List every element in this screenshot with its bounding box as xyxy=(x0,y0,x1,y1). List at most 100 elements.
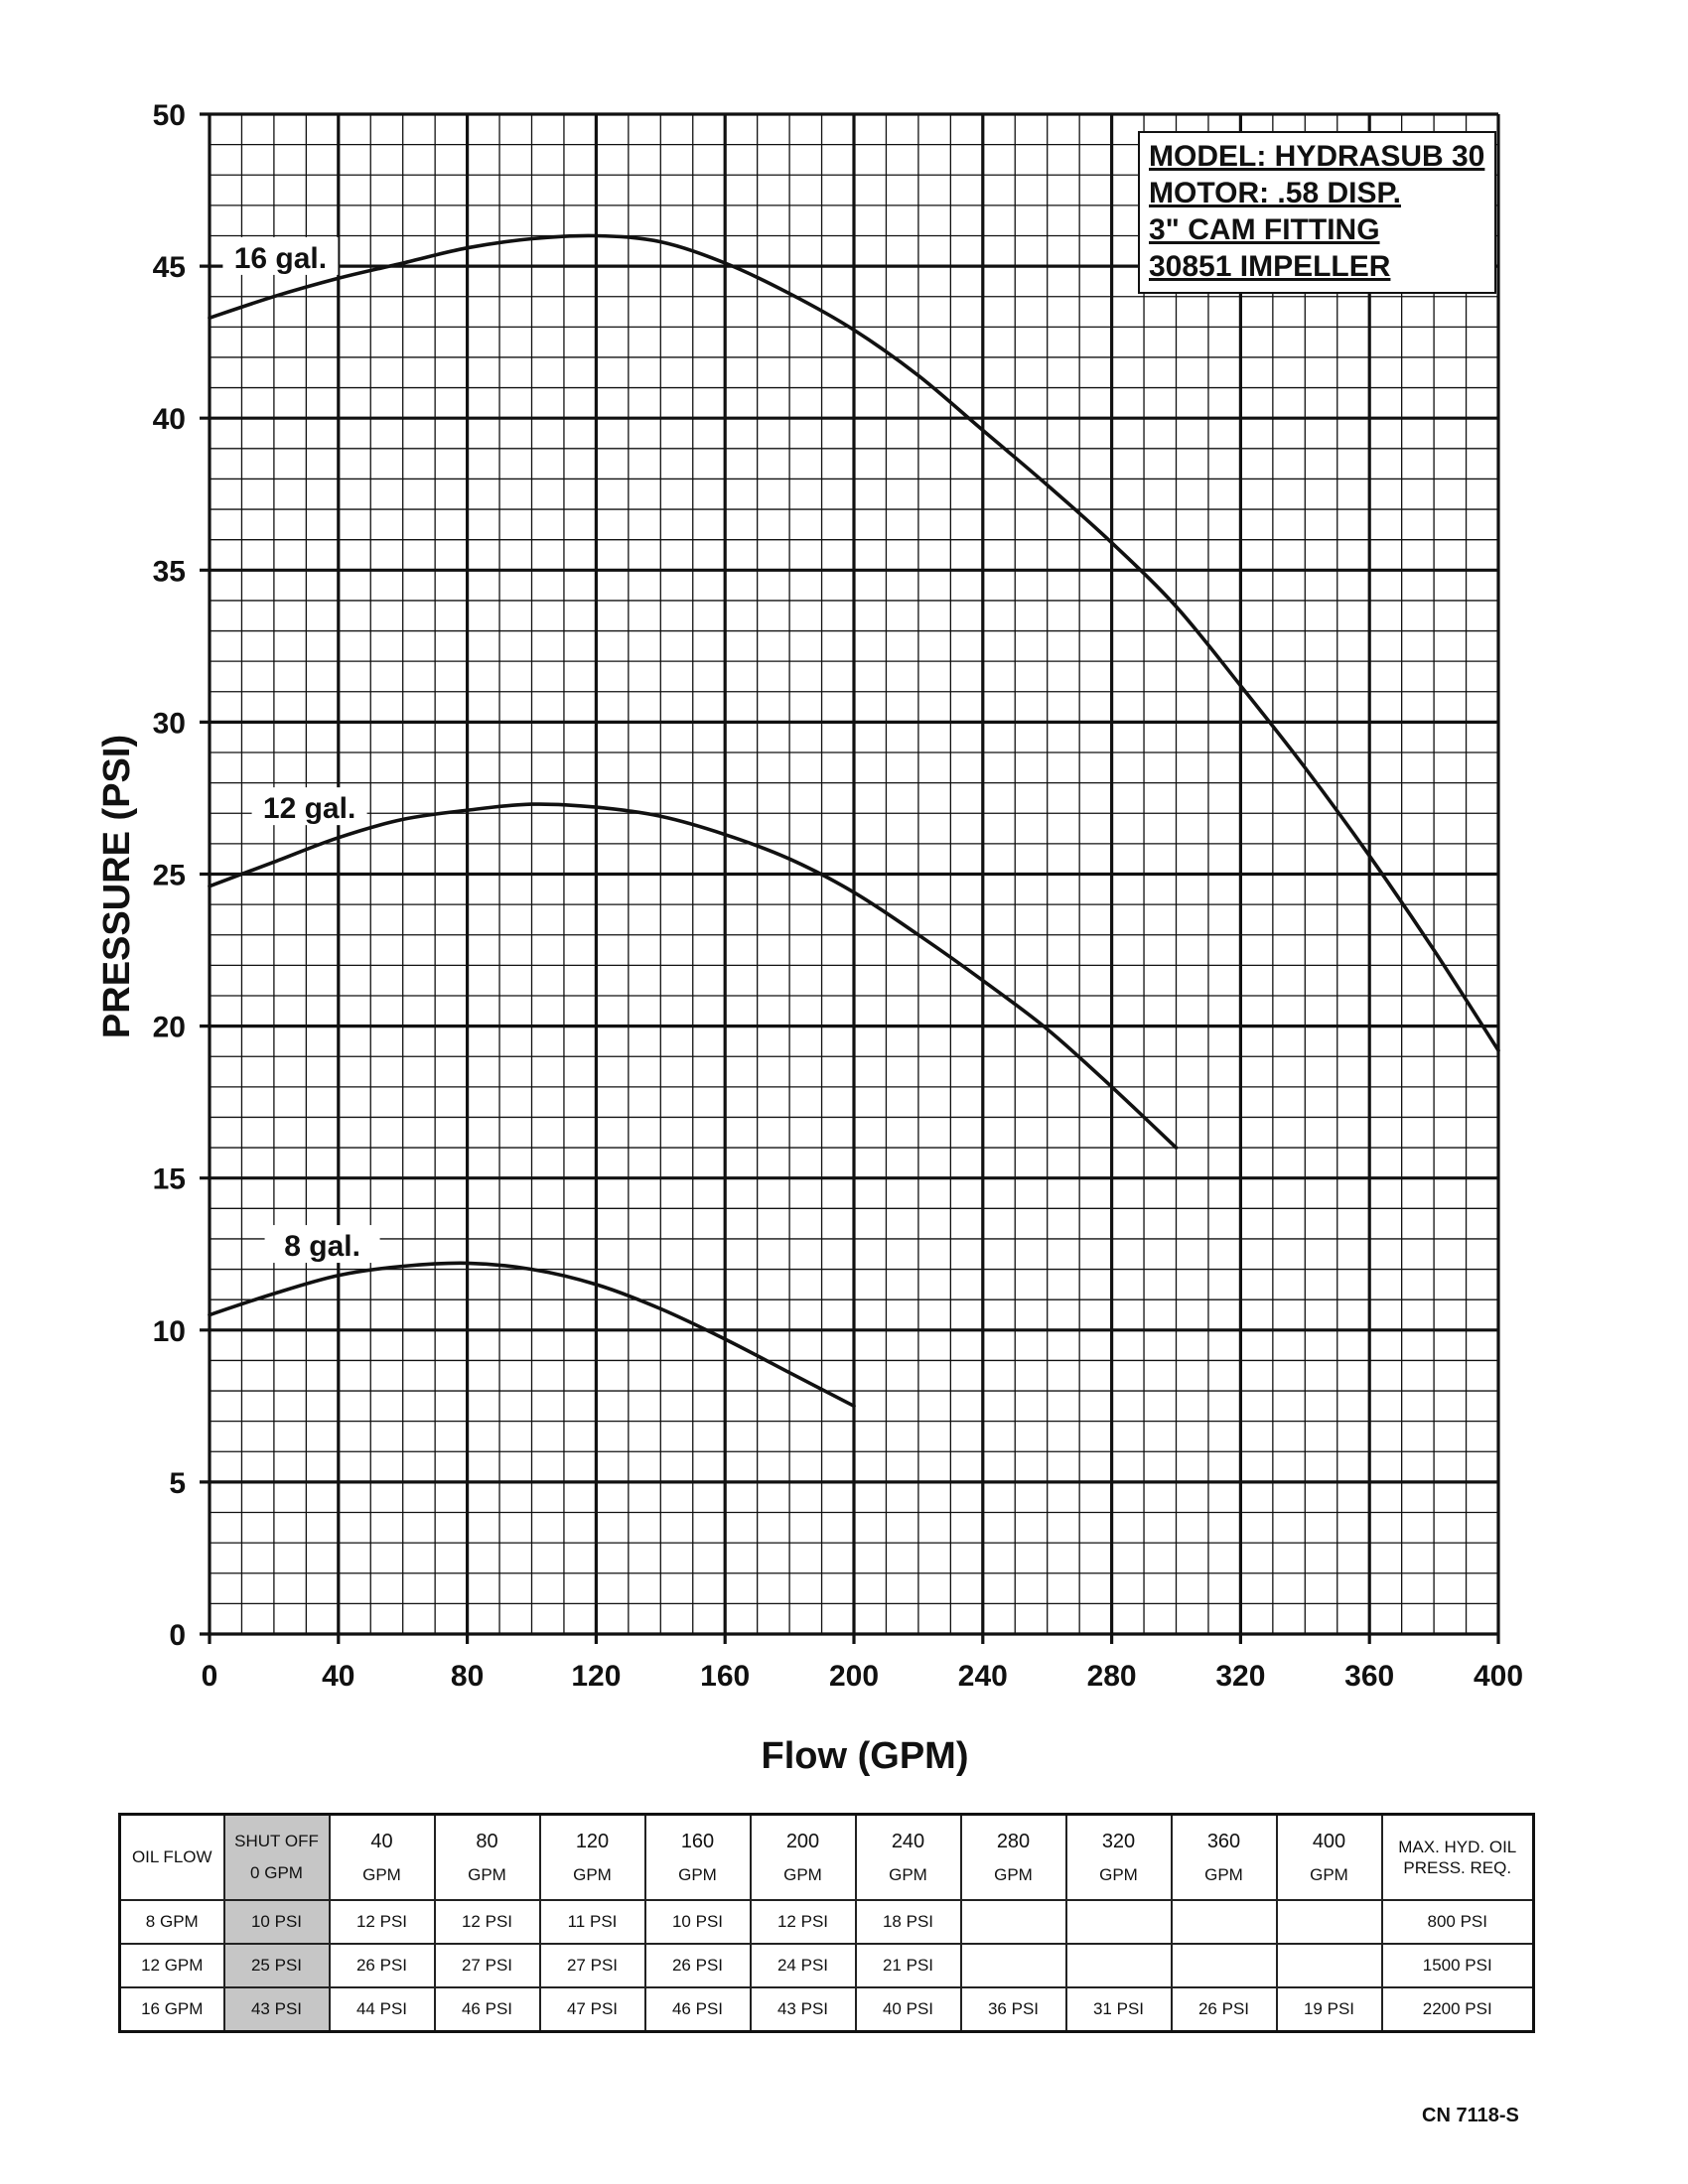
column-header: 40 GPM xyxy=(328,1813,436,1901)
row-label: 12 GPM xyxy=(118,1943,225,1988)
column-header-unit: GPM xyxy=(1099,1864,1138,1884)
column-header-value: 280 xyxy=(996,1830,1031,1852)
table-cell: 18 PSI xyxy=(854,1899,962,1945)
curve-label-8-gal: 8 gal. xyxy=(284,1230,360,1263)
x-tick-label: 0 xyxy=(202,1660,218,1693)
column-header-value: 40 xyxy=(370,1830,393,1852)
x-tick-label: 280 xyxy=(1087,1660,1137,1693)
x-tick-label: 120 xyxy=(571,1660,621,1693)
curve-label-16-gal: 16 gal. xyxy=(234,242,327,275)
table-cell: 43 PSI xyxy=(222,1986,331,2033)
column-header: 400 GPM xyxy=(1275,1813,1383,1901)
table-row: 8 GPM 10 PSI 12 PSI 12 PSI 11 PSI 10 PSI… xyxy=(118,1899,1535,1945)
max-pressure-cell: 800 PSI xyxy=(1380,1899,1535,1945)
y-tick-label: 5 xyxy=(169,1467,186,1500)
column-header: 360 GPM xyxy=(1170,1813,1278,1901)
table-cell xyxy=(1275,1899,1383,1945)
column-header-unit: 0 GPM xyxy=(250,1863,303,1882)
y-tick-label: 40 xyxy=(153,403,186,436)
column-header-value: 360 xyxy=(1206,1830,1241,1852)
table-cell: 27 PSI xyxy=(538,1943,646,1988)
table-cell xyxy=(1064,1899,1173,1945)
table-cell: 11 PSI xyxy=(538,1899,646,1945)
table-row: 12 GPM 25 PSI 26 PSI 27 PSI 27 PSI 26 PS… xyxy=(118,1943,1535,1988)
y-tick-label: 45 xyxy=(153,251,186,284)
x-tick-label: 320 xyxy=(1215,1660,1265,1693)
y-tick-label: 25 xyxy=(153,860,186,892)
column-header-unit: GPM xyxy=(1310,1864,1348,1884)
y-tick-labels: 0 5 10 15 20 25 30 35 40 45 50 xyxy=(153,99,186,1652)
row-label: 16 GPM xyxy=(118,1986,225,2033)
table-cell xyxy=(1064,1943,1173,1988)
curves xyxy=(208,233,1500,1409)
table-cell: 26 PSI xyxy=(328,1943,436,1988)
column-header-value: SHUT OFF xyxy=(234,1832,319,1850)
column-header-unit: GPM xyxy=(1204,1864,1243,1884)
grid-major xyxy=(200,112,1500,1644)
table-cell: 24 PSI xyxy=(749,1943,857,1988)
curve-label-background xyxy=(264,1225,380,1264)
column-header: 320 GPM xyxy=(1064,1813,1173,1901)
table-cell: 36 PSI xyxy=(959,1986,1067,2033)
y-tick-label: 0 xyxy=(169,1619,186,1652)
table-cell xyxy=(959,1943,1067,1988)
x-tick-label: 200 xyxy=(829,1660,879,1693)
column-header-unit: GPM xyxy=(468,1864,506,1884)
column-header-value: 400 xyxy=(1312,1830,1346,1852)
y-tick-label: 30 xyxy=(153,707,186,740)
y-tick-label: 50 xyxy=(153,99,186,132)
column-header-value: 160 xyxy=(680,1830,715,1852)
column-header-value: 240 xyxy=(891,1830,925,1852)
curve-label-12-gal: 12 gal. xyxy=(263,792,355,825)
max-pressure-cell: 1500 PSI xyxy=(1380,1943,1535,1988)
table-cell: 47 PSI xyxy=(538,1986,646,2033)
model-info-box: MODEL: HYDRASUB 30 MOTOR: .58 DISP. 3" C… xyxy=(1138,131,1496,294)
y-tick-label: 20 xyxy=(153,1012,186,1044)
curve-labels: 16 gal. 12 gal. 8 gal. xyxy=(222,236,380,1264)
table-cell xyxy=(1170,1943,1278,1988)
table-cell: 19 PSI xyxy=(1275,1986,1383,2033)
table-cell: 12 PSI xyxy=(433,1899,541,1945)
pump-performance-chart: 16 gal. 12 gal. 8 gal. 0 5 10 15 20 25 30 35 40 45 5… xyxy=(96,99,1523,1777)
table-cell: 46 PSI xyxy=(433,1986,541,2033)
column-header: 280 GPM xyxy=(959,1813,1067,1901)
column-header-value: 200 xyxy=(785,1830,820,1852)
column-header-unit: GPM xyxy=(994,1864,1033,1884)
max-pressure-header-line2: PRESS. REQ. xyxy=(1403,1858,1512,1877)
column-header-unit: GPM xyxy=(783,1864,822,1884)
column-header-value: 80 xyxy=(476,1830,498,1852)
table-cell: 40 PSI xyxy=(854,1986,962,2033)
fitting-info-line: 3" CAM FITTING xyxy=(1149,213,1380,246)
column-header: 200 GPM xyxy=(749,1813,857,1901)
table-cell: 21 PSI xyxy=(854,1943,962,1988)
document-code: CN 7118-S xyxy=(1422,2105,1519,2126)
column-header-value: 120 xyxy=(575,1830,610,1852)
x-tick-label: 400 xyxy=(1474,1660,1523,1693)
table-cell: 25 PSI xyxy=(222,1943,331,1988)
curve-8-gal xyxy=(208,1261,856,1409)
max-pressure-header-line1: MAX. HYD. OIL xyxy=(1398,1838,1517,1856)
max-pressure-header: MAX. HYD. OIL PRESS. REQ. xyxy=(1380,1813,1535,1901)
column-header-unit: GPM xyxy=(362,1864,401,1884)
column-header-value: 320 xyxy=(1101,1830,1136,1852)
x-tick-label: 80 xyxy=(451,1660,484,1693)
x-tick-label: 40 xyxy=(322,1660,354,1693)
column-header-unit: GPM xyxy=(678,1864,717,1884)
column-header: SHUT OFF 0 GPM xyxy=(222,1813,331,1901)
curve-label-background xyxy=(251,787,367,826)
model-info-line: MODEL: HYDRASUB 30 xyxy=(1149,140,1484,173)
motor-info-line: MOTOR: .58 DISP. xyxy=(1149,177,1401,209)
column-header: 120 GPM xyxy=(538,1813,646,1901)
table-cell: 12 PSI xyxy=(328,1899,436,1945)
y-tick-label: 35 xyxy=(153,555,186,588)
curve-label-background xyxy=(222,236,339,275)
column-header-unit: GPM xyxy=(573,1864,612,1884)
table-cell: 12 PSI xyxy=(749,1899,857,1945)
table-cell: 31 PSI xyxy=(1064,1986,1173,2033)
x-tick-label: 160 xyxy=(700,1660,750,1693)
table-row: 16 GPM 43 PSI 44 PSI 46 PSI 47 PSI 46 PS… xyxy=(118,1986,1535,2033)
max-pressure-cell: 2200 PSI xyxy=(1380,1986,1535,2033)
table-cell: 10 PSI xyxy=(222,1899,331,1945)
x-tick-label: 240 xyxy=(958,1660,1008,1693)
table-cell: 43 PSI xyxy=(749,1986,857,2033)
